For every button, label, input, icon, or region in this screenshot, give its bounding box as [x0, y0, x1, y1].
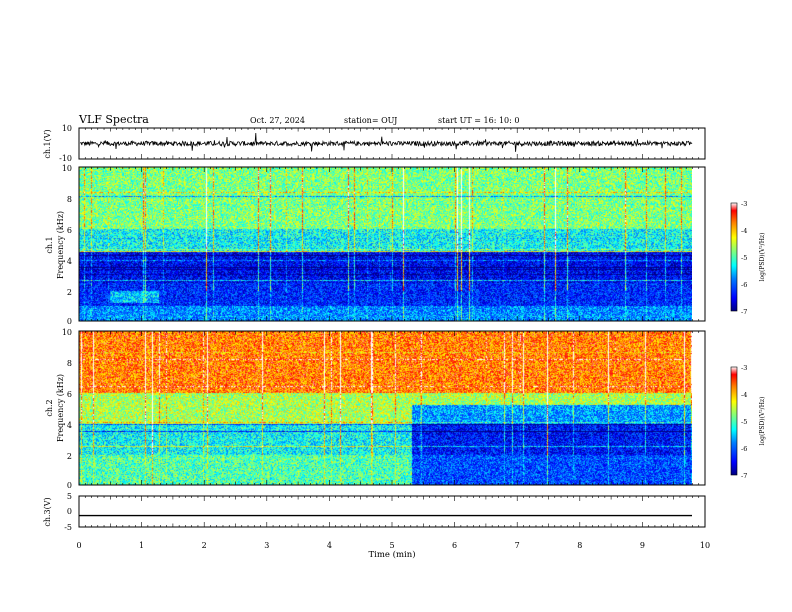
ch1-colorbar-gradient	[730, 202, 738, 312]
x-tick-label-8: 8	[577, 541, 582, 550]
ch2-ytick-8: 8	[67, 359, 72, 368]
ch3-waveform-ylabel: ch.3(V)	[43, 497, 52, 526]
ch2-ytick-2: 2	[67, 452, 72, 461]
ch3-ytick-minus5: -5	[64, 523, 72, 532]
x-tick-label-10: 10	[700, 541, 710, 550]
start-time-label: start UT = 16: 10: 0	[438, 116, 519, 125]
ch1-cb-tick-3: -6	[741, 281, 747, 289]
ch1-cb-tick-2: -5	[741, 254, 747, 262]
ch1-ytick-10: 10	[62, 164, 72, 173]
ch1-ytick-top: 10	[62, 124, 72, 133]
ch1-ytick-4: 4	[67, 257, 72, 266]
x-axis-label: Time (min)	[368, 549, 415, 560]
ch1-waveform-ylabel: ch.1(V)	[43, 129, 52, 158]
ch2-cb-tick-4: -7	[741, 472, 747, 480]
ch2-colorbar: -3 -4 -5 -6 -7 log(PSD)(V²/Hz)	[730, 364, 766, 480]
x-tick-label-2: 2	[202, 541, 207, 550]
ch1-ytick-2: 2	[67, 288, 72, 297]
ch1-spectrogram-image	[79, 167, 692, 321]
ch1-spectrogram-panel: 0 2 4 6 8 10 ch.1 Frequency (kHz)	[45, 164, 706, 326]
x-tick-label-6: 6	[452, 541, 457, 550]
x-tick-label-9: 9	[640, 541, 645, 550]
ch1-spectrogram-ylabel: ch.1 Frequency (kHz)	[45, 211, 65, 279]
ch1-ytick-0: 0	[67, 317, 72, 326]
ch1-ytick-6: 6	[67, 226, 72, 235]
ch1-cb-tick-0: -3	[741, 200, 747, 208]
ch1-colorbar: -3 -4 -5 -6 -7 log(PSD)(V²/Hz)	[730, 200, 766, 316]
ch2-ytick-10: 10	[62, 328, 72, 337]
ch3-waveform-ticks	[78, 496, 706, 527]
ch2-ytick-4: 4	[67, 421, 72, 430]
x-axis-tick-labels: 0 1 2 3 4 5 6 7 8 9 10	[76, 541, 710, 550]
ch2-spectrogram-ticks	[78, 331, 706, 485]
ch1-ytick-8: 8	[67, 195, 72, 204]
ch2-cb-tick-0: -3	[741, 364, 747, 372]
figure-title: VLF Spectra	[78, 113, 149, 126]
ch1-colorbar-label: log(PSD)(V²/Hz)	[759, 233, 766, 282]
ch3-ytick-0: 0	[67, 507, 72, 516]
ch3-waveform-frame	[78, 495, 706, 528]
ch2-spectrogram-panel: 0 2 4 6 8 10 ch.2 Frequency (kHz)	[45, 328, 706, 490]
ch1-waveform-line	[79, 132, 693, 152]
x-tick-label-4: 4	[327, 541, 332, 550]
ch2-cb-tick-3: -6	[741, 445, 747, 453]
ch1-cb-tick-4: -7	[741, 308, 747, 316]
ch2-colorbar-label: log(PSD)(V²/Hz)	[759, 397, 766, 446]
ch2-ytick-6: 6	[67, 390, 72, 399]
ch2-cb-tick-1: -4	[741, 391, 747, 399]
ch3-ytick-5: 5	[67, 492, 72, 501]
date-label: Oct. 27, 2024	[250, 116, 305, 125]
ch2-cb-tick-2: -5	[741, 418, 747, 426]
ch2-spectrogram-ylabel: ch.2 Frequency (kHz)	[45, 374, 65, 442]
x-tick-label-3: 3	[264, 541, 269, 550]
ch1-waveform-panel: 10 -10 ch.1(V)	[43, 124, 706, 163]
x-tick-label-0: 0	[76, 541, 81, 550]
ch1-spectrogram-ticks	[78, 167, 706, 321]
ch3-waveform-panel: 5 0 -5 ch.3(V)	[43, 492, 706, 532]
ch1-ytick-bottom: -10	[59, 154, 72, 163]
ch1-waveform-ticks	[78, 128, 706, 159]
x-tick-label-5: 5	[389, 541, 394, 550]
ch2-spectrogram-image	[79, 331, 692, 485]
x-tick-label-7: 7	[515, 541, 520, 550]
ch1-cb-tick-1: -4	[741, 227, 747, 235]
ch2-ytick-0: 0	[67, 481, 72, 490]
station-label: station= OUJ	[344, 116, 397, 125]
ch2-colorbar-gradient	[730, 366, 738, 476]
x-tick-label-1: 1	[139, 541, 144, 550]
